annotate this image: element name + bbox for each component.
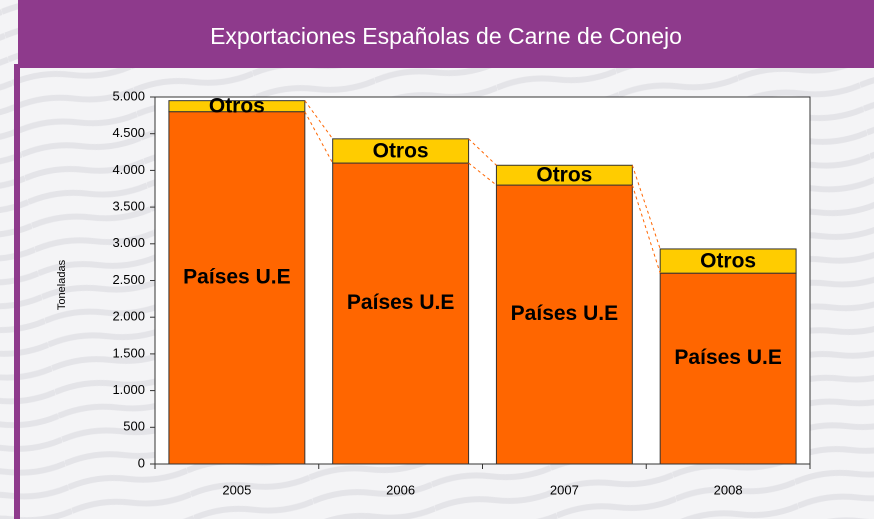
bar-segment <box>332 138 470 164</box>
segment-label: Países U.E <box>347 291 454 314</box>
y-axis-label: Toneladas <box>56 259 68 310</box>
y-tick-label: 2.500 <box>112 272 145 287</box>
title-banner <box>18 0 874 68</box>
y-tick-label: 1.000 <box>112 382 145 397</box>
bar-segment <box>168 100 306 113</box>
x-tick-label: 2006 <box>386 482 415 497</box>
connector-line <box>631 165 661 250</box>
bar-segment <box>495 164 633 186</box>
y-tick-label: 500 <box>123 419 145 434</box>
y-tick-label: 2.000 <box>112 309 145 324</box>
side-strip <box>14 64 20 519</box>
y-tick-label: 4.500 <box>112 125 145 140</box>
connector-line <box>304 100 334 140</box>
segment-label: Países U.E <box>511 302 618 325</box>
connector-line <box>304 111 334 164</box>
segment-label: Otros <box>700 250 756 273</box>
y-tick-label: 3.000 <box>112 235 145 250</box>
segment-label: Países U.E <box>674 346 781 369</box>
segment-label: Otros <box>536 164 592 187</box>
segment-label: Otros <box>373 139 429 162</box>
y-tick-label: 4.000 <box>112 162 145 177</box>
bar-segment <box>168 111 306 465</box>
x-tick-label: 2005 <box>222 482 251 497</box>
x-tick-label: 2008 <box>714 482 743 497</box>
x-tick-label: 2007 <box>550 482 579 497</box>
y-tick-label: 0 <box>138 455 145 470</box>
chart-title: Exportaciones Españolas de Carne de Cone… <box>210 23 682 49</box>
connector-line <box>468 138 497 166</box>
y-tick-label: 3.500 <box>112 199 145 214</box>
bar-segment <box>495 184 633 465</box>
segment-label: Otros <box>209 95 265 118</box>
bar-segment <box>659 272 797 465</box>
bar-segment <box>659 248 797 274</box>
bar-segment <box>332 162 470 465</box>
y-tick-label: 1.500 <box>112 345 145 360</box>
segment-label: Países U.E <box>183 265 290 288</box>
y-tick-label: 5.000 <box>112 88 145 103</box>
